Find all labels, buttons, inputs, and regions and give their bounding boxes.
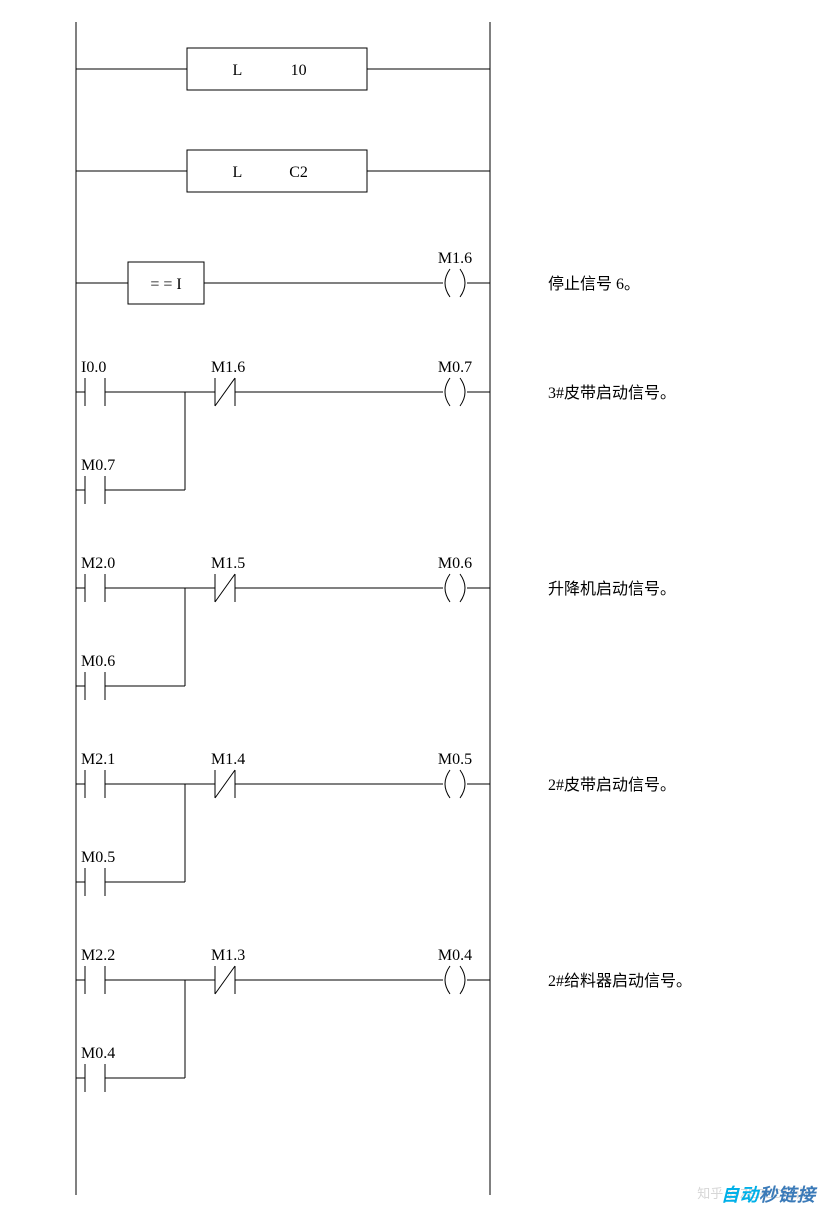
svg-text:L: L xyxy=(233,62,243,79)
ladder-diagram: L 10 L C2 = = I 停止信号 6。 M1.6 3#皮带启动信号。 I0.0 M1.6 M… xyxy=(0,0,828,1217)
svg-text:L: L xyxy=(233,164,243,181)
brand-watermark: 自动秒链接 xyxy=(721,1181,816,1207)
svg-text:M0.4: M0.4 xyxy=(438,947,472,964)
svg-text:M0.4: M0.4 xyxy=(81,1045,115,1062)
svg-text:M1.6: M1.6 xyxy=(438,250,472,267)
svg-text:M0.5: M0.5 xyxy=(438,751,472,768)
svg-text:M0.6: M0.6 xyxy=(438,555,472,572)
svg-text:I0.0: I0.0 xyxy=(81,359,106,376)
svg-text:M0.7: M0.7 xyxy=(81,457,115,474)
svg-text:停止信号 6。: 停止信号 6。 xyxy=(548,275,640,293)
svg-text:M1.5: M1.5 xyxy=(211,555,245,572)
svg-text:2#给料器启动信号。: 2#给料器启动信号。 xyxy=(548,972,692,990)
svg-text:M2.1: M2.1 xyxy=(81,751,115,768)
svg-text:M1.4: M1.4 xyxy=(211,751,245,768)
svg-text:M1.3: M1.3 xyxy=(211,947,245,964)
svg-text:C2: C2 xyxy=(289,164,308,181)
svg-text:3#皮带启动信号。: 3#皮带启动信号。 xyxy=(548,384,676,402)
svg-text:M2.2: M2.2 xyxy=(81,947,115,964)
svg-text:M0.5: M0.5 xyxy=(81,849,115,866)
svg-text:10: 10 xyxy=(291,62,307,79)
svg-text:M2.0: M2.0 xyxy=(81,555,115,572)
svg-text:升降机启动信号。: 升降机启动信号。 xyxy=(548,580,676,598)
svg-text:M0.6: M0.6 xyxy=(81,653,115,670)
svg-text:M1.6: M1.6 xyxy=(211,359,245,376)
svg-text:M0.7: M0.7 xyxy=(438,359,472,376)
svg-text:= = I: = = I xyxy=(150,276,181,293)
svg-text:2#皮带启动信号。: 2#皮带启动信号。 xyxy=(548,776,676,794)
ladder-svg: L 10 L C2 = = I 停止信号 6。 M1.6 3#皮带启动信号。 I0.0 M1.6 M… xyxy=(0,0,828,1217)
